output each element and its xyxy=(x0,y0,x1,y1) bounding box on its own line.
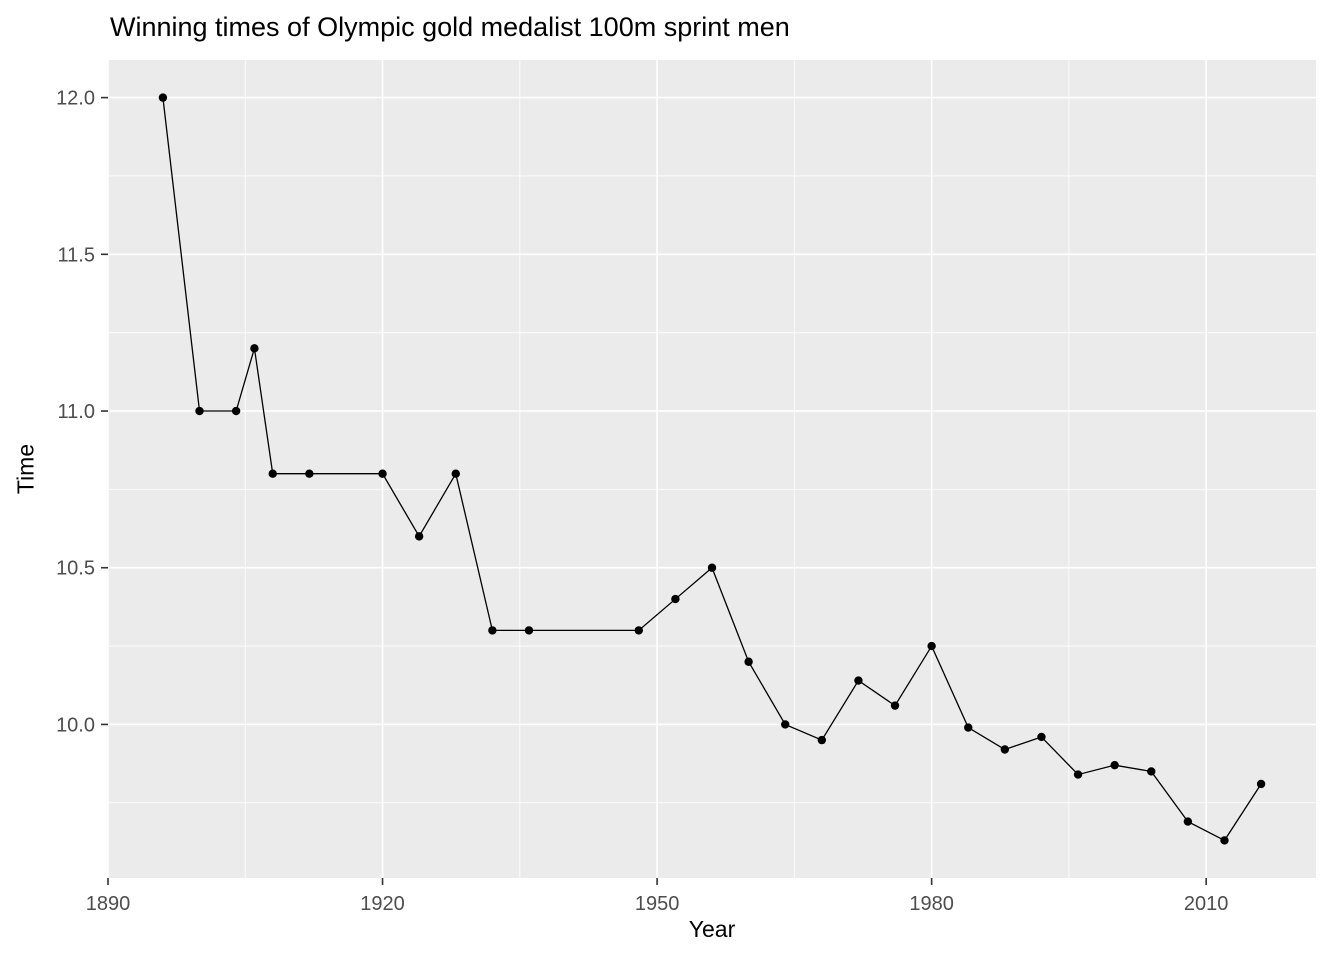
data-point xyxy=(158,93,168,102)
data-point xyxy=(744,657,753,666)
x-axis-label: Year xyxy=(688,916,736,942)
data-point xyxy=(817,735,827,745)
data-point xyxy=(1000,745,1010,754)
y-axis-label: Time xyxy=(12,443,39,495)
data-point xyxy=(927,641,936,651)
data-point xyxy=(1147,767,1156,776)
data-point xyxy=(671,594,680,604)
x-tick-label: 1920 xyxy=(360,893,405,915)
y-tick-label: 12.0 xyxy=(56,88,95,110)
data-point xyxy=(964,723,973,732)
data-point xyxy=(1220,836,1229,845)
data-point xyxy=(634,626,643,635)
data-point xyxy=(1183,817,1193,826)
chart-title: Winning times of Olympic gold medalist 1… xyxy=(110,12,790,42)
y-tick-label: 10.0 xyxy=(56,714,95,736)
data-point xyxy=(854,676,863,685)
data-point xyxy=(195,406,204,416)
data-point xyxy=(1256,779,1266,789)
data-point xyxy=(781,720,790,729)
x-tick-label: 1950 xyxy=(635,893,680,915)
data-point xyxy=(488,626,497,635)
data-point xyxy=(378,469,387,478)
data-point xyxy=(707,563,717,572)
data-point xyxy=(305,469,314,478)
data-point xyxy=(1110,760,1119,770)
plot-panel xyxy=(108,60,1316,878)
y-tick-label: 11.5 xyxy=(58,244,95,266)
data-point xyxy=(1073,770,1083,779)
data-point xyxy=(1037,732,1046,742)
x-tick-label: 1890 xyxy=(86,893,131,915)
data-point xyxy=(414,532,424,541)
x-tick-label: 2010 xyxy=(1184,893,1229,915)
data-point xyxy=(268,469,277,478)
data-point xyxy=(524,626,534,635)
data-point xyxy=(231,406,241,416)
data-point xyxy=(250,344,259,353)
y-tick-label: 11.0 xyxy=(58,401,95,423)
data-point xyxy=(890,701,900,710)
data-point xyxy=(451,469,460,478)
y-tick-label: 10.5 xyxy=(56,558,95,580)
x-tick-label: 1980 xyxy=(909,893,954,915)
